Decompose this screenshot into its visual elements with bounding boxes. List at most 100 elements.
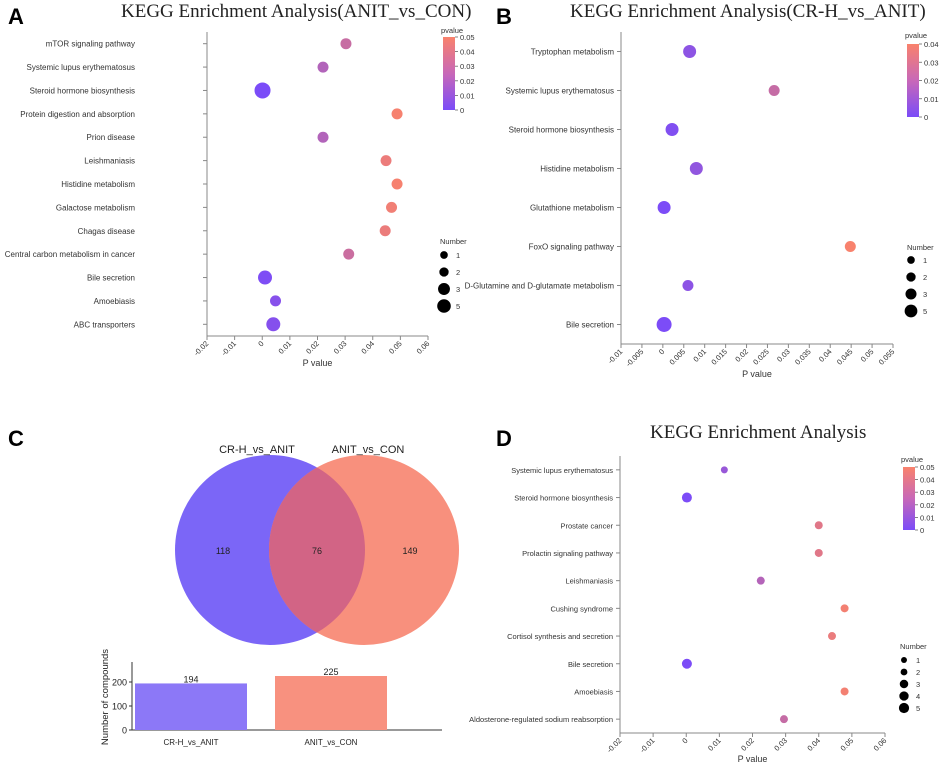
colorbar-tick-label: 0.01 — [460, 91, 475, 100]
size-legend-dot — [899, 691, 909, 701]
data-point — [779, 715, 788, 724]
size-legend-label: 3 — [923, 290, 927, 299]
data-point — [343, 248, 355, 260]
size-legend-label: 5 — [916, 704, 920, 713]
colorbar-tick-label: 0 — [460, 106, 464, 115]
data-point — [391, 108, 403, 120]
pathway-label: Histidine metabolism — [540, 165, 614, 174]
pathway-label: D-Glutamine and D-glutamate metabolism — [465, 282, 615, 291]
pathway-label: Histidine metabolism — [61, 180, 135, 189]
pathway-label: mTOR signaling pathway — [46, 40, 135, 49]
pathway-label: Cushing syndrome — [550, 604, 613, 613]
data-point — [317, 61, 329, 73]
venn-left-label: CR-H_vs_ANIT — [219, 444, 295, 456]
pathway-label: Protein digestion and absorption — [20, 110, 135, 119]
panel-a-title: KEGG Enrichment Analysis(ANIT_vs_CON) — [121, 1, 472, 22]
colorbar-tick-label: 0.04 — [920, 476, 935, 485]
x-tick-label: 0.03 — [772, 736, 789, 753]
pathway-label: Bile secretion — [568, 660, 613, 669]
x-tick-label: 0.04 — [805, 736, 822, 753]
data-point — [683, 45, 697, 58]
data-point — [254, 82, 271, 99]
size-legend-label: 5 — [923, 307, 927, 316]
data-point — [840, 687, 849, 696]
panel-a-letter: A — [8, 4, 24, 29]
size-legend-dot — [907, 256, 915, 264]
size-legend-dot — [901, 657, 907, 663]
bar-category-label: ANIT_vs_CON — [305, 738, 358, 747]
colorbar-tick-label: 0.04 — [460, 48, 475, 57]
size-legend-dot — [899, 679, 909, 689]
data-point — [270, 295, 282, 307]
colorbar-tick-label: 0.02 — [460, 77, 475, 86]
panel-b-letter: B — [496, 4, 512, 29]
x-tick-label: -0.01 — [638, 736, 656, 754]
pathway-label: Prolactin signaling pathway — [522, 549, 613, 558]
size-legend-label: 2 — [916, 668, 920, 677]
pathway-label: Systemic lupus erythematosus — [511, 466, 613, 475]
colorbar-tick-label: 0.03 — [924, 58, 939, 67]
x-tick-label: 0.01 — [706, 736, 723, 753]
bar-value-label: 225 — [323, 667, 338, 677]
colorbar-tick-label: 0.01 — [920, 513, 935, 522]
size-legend-dot — [904, 304, 918, 318]
data-point — [840, 604, 849, 613]
venn-right-label: ANIT_vs_CON — [332, 444, 405, 456]
data-point — [844, 241, 856, 252]
pathway-label: Glutathione metabolism — [530, 204, 614, 213]
data-point — [756, 576, 765, 585]
pathway-label: FoxO signaling pathway — [529, 243, 614, 252]
data-point — [380, 155, 392, 167]
venn-right-count: 149 — [402, 546, 417, 556]
panel-d-letter: D — [496, 426, 512, 451]
colorbar-title: pvalue — [441, 26, 463, 35]
data-point — [814, 548, 823, 557]
colorbar-tick-label: 0.02 — [920, 501, 935, 510]
colorbar-title: pvalue — [905, 31, 927, 40]
bar-y-tick-label: 200 — [112, 678, 127, 688]
x-tick-label: -0.02 — [605, 736, 623, 754]
venn-left-count: 118 — [216, 546, 230, 556]
pathway-label: Chagas disease — [78, 227, 136, 236]
colorbar-tick-label: 0.05 — [460, 33, 475, 42]
bar-y-axis-title: Number of compounds — [100, 649, 111, 745]
size-legend-title: Number — [907, 243, 934, 252]
pathway-label: Aldosterone-regulated sodium reabsorptio… — [469, 715, 613, 724]
colorbar-tick-label: 0 — [924, 113, 928, 122]
data-point — [657, 201, 671, 214]
pathway-label: Leishmaniasis — [84, 157, 135, 166]
pathway-label: Systemic lupus erythematosus — [27, 63, 136, 72]
data-point — [340, 38, 352, 50]
data-point — [689, 162, 703, 175]
pathway-label: Steroid hormone biosynthesis — [514, 494, 613, 503]
panel-b-title: KEGG Enrichment Analysis(CR-H_vs_ANIT) — [570, 1, 926, 22]
data-point — [258, 270, 273, 285]
colorbar-tick-label: 0.03 — [920, 488, 935, 497]
venn-overlap-count: 76 — [312, 546, 322, 556]
pathway-label: Prion disease — [87, 133, 136, 142]
colorbar — [907, 44, 919, 117]
size-legend-dot — [438, 283, 450, 295]
x-axis-title: P value — [742, 369, 772, 379]
pathway-label: Cortisol synthesis and secretion — [507, 632, 613, 641]
colorbar-tick-label: 0.01 — [924, 95, 939, 104]
panel-c-letter: C — [8, 426, 24, 451]
data-point — [656, 317, 672, 332]
size-legend-dot — [900, 668, 908, 676]
size-legend-label: 3 — [916, 680, 920, 689]
data-point — [317, 131, 329, 143]
colorbar-tick-label: 0.02 — [924, 77, 939, 86]
size-legend-dot — [439, 267, 449, 277]
data-point — [379, 225, 391, 237]
bar-y-tick-label: 100 — [112, 702, 127, 712]
data-point — [682, 280, 694, 291]
pathway-label: Bile secretion — [87, 274, 135, 283]
pathway-label: Amoebiasis — [94, 297, 135, 306]
bar-category-label: CR-H_vs_ANIT — [163, 738, 218, 747]
panel-d-title: KEGG Enrichment Analysis — [650, 422, 867, 443]
size-legend-label: 4 — [916, 692, 920, 701]
size-legend-label: 1 — [456, 251, 460, 260]
data-point — [814, 521, 823, 530]
